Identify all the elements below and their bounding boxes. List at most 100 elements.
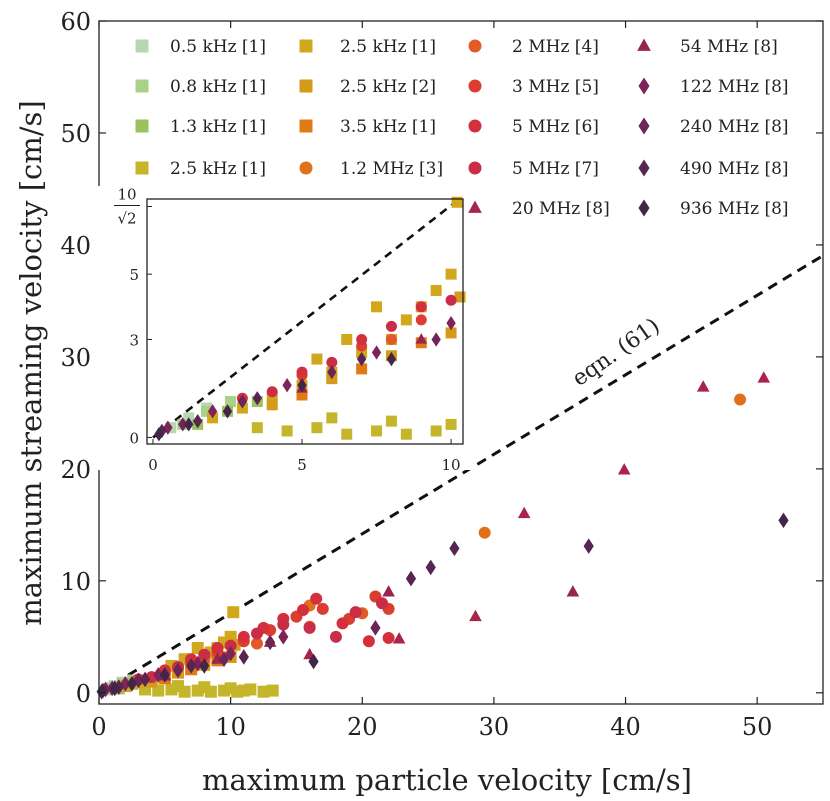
data-point <box>237 684 250 697</box>
legend-entry-label: 3.5 kHz [1] <box>340 117 436 137</box>
data-point <box>517 506 531 519</box>
inset-data-point <box>445 268 457 280</box>
data-point <box>224 682 237 695</box>
data-points <box>96 371 789 700</box>
data-point <box>159 667 170 683</box>
inset-data-point <box>326 412 338 424</box>
legend-entry-label: 490 MHz [8] <box>680 159 789 179</box>
data-point <box>308 653 319 670</box>
x-tick-label: 10 <box>215 713 246 741</box>
inset-data-point <box>296 366 308 378</box>
inset-data-point <box>430 425 442 437</box>
inset-data-point <box>454 291 466 303</box>
data-point <box>382 631 395 644</box>
legend-marker <box>299 119 313 133</box>
data-point <box>126 676 138 692</box>
legend: 0.5 kHz [1] 0.8 kHz [1] 1.3 kHz [1] 2.5 kHz… <box>135 37 789 219</box>
inset-data-point <box>266 392 278 404</box>
theory-line-group <box>98 254 824 695</box>
x-tick-label: 30 <box>479 713 510 741</box>
inset-data-point <box>266 399 278 411</box>
data-point <box>186 658 197 674</box>
inset-x-tick-label: 10 <box>442 456 461 474</box>
x-tick-label: 20 <box>347 713 378 741</box>
y-tick-label: 40 <box>60 232 91 260</box>
inset-data-point <box>446 315 456 331</box>
data-point <box>218 651 230 668</box>
legend-marker <box>638 117 650 135</box>
inset-theory-line-group <box>152 197 461 439</box>
inset-data-point <box>341 428 353 440</box>
inset-data-point <box>415 314 427 326</box>
legend-entry-label: 5 MHz [6] <box>512 117 599 137</box>
y-tick-label: 10 <box>60 568 91 596</box>
legend-entry-label: 1.2 MHz [3] <box>340 159 443 179</box>
legend-marker <box>135 119 149 133</box>
y-tick-label: 50 <box>60 120 91 148</box>
inset-data-point <box>311 422 323 434</box>
inset-data-point <box>311 353 323 365</box>
data-point <box>370 620 381 636</box>
inset-x-tick-label: 0 <box>148 456 158 474</box>
inset-data-point <box>154 427 164 442</box>
inset-data-point <box>201 405 213 417</box>
data-point <box>392 632 406 644</box>
inset-data-point <box>327 364 337 380</box>
data-point <box>469 609 482 622</box>
theory-line <box>98 254 824 695</box>
data-point <box>237 630 250 643</box>
data-point <box>172 662 184 679</box>
inset-data-point <box>341 333 353 345</box>
data-point <box>198 648 211 661</box>
inset-y-tick-label: 3 <box>129 331 139 349</box>
legend-entry-label: 5 MHz [7] <box>512 159 599 179</box>
data-point <box>316 602 329 615</box>
inset-data-point <box>445 418 457 430</box>
inset-data-point <box>386 351 397 367</box>
data-point <box>566 585 580 597</box>
x-tick-label: 50 <box>742 713 773 741</box>
inset-plot: 0 5 10 0 3 5 10 √2 <box>98 186 475 474</box>
legend-marker <box>299 39 313 53</box>
legend-entry-label: 1.3 kHz [1] <box>170 117 266 137</box>
y-tick-label: 30 <box>60 344 91 372</box>
inset-data-point <box>296 389 308 401</box>
legend-entry-label: 122 MHz [8] <box>680 77 789 97</box>
inset-data-point <box>326 356 338 368</box>
inset-data-point <box>224 396 236 408</box>
y-tick-label: 60 <box>60 8 91 36</box>
inset-data-point <box>430 284 442 296</box>
legend-entry-label: 54 MHz [8] <box>680 37 778 57</box>
x-axis-ticks: 0 10 20 30 40 50 <box>91 21 772 741</box>
inset-data-point <box>371 345 382 360</box>
inset-data-point <box>297 378 307 393</box>
inset-data-point <box>207 404 218 419</box>
inset-data-point <box>445 327 457 339</box>
data-point <box>250 637 263 650</box>
inset-theory-line <box>152 197 461 439</box>
inset-data-point <box>282 378 292 393</box>
inset-data-point <box>371 301 383 313</box>
data-point <box>757 371 771 383</box>
data-point <box>96 683 107 700</box>
legend-entry-label: 20 MHz [8] <box>512 199 610 219</box>
inset-data-point <box>184 417 194 432</box>
legend-marker <box>468 79 482 93</box>
data-point <box>362 635 375 648</box>
data-point <box>265 634 276 651</box>
inset-x-tick-label: 5 <box>297 456 307 474</box>
data-point <box>617 463 631 475</box>
legend-entry-label: 3 MHz [5] <box>512 77 599 97</box>
inset-data-point <box>400 428 412 440</box>
inset-data-point <box>356 333 368 345</box>
data-point <box>778 512 789 529</box>
inset-data-point <box>266 386 278 398</box>
inset-data-point <box>371 425 383 437</box>
legend-marker <box>638 77 650 95</box>
data-point <box>297 603 310 616</box>
legend-marker <box>638 159 650 177</box>
data-point <box>734 393 747 406</box>
legend-entry-label: 2.5 kHz [1] <box>340 37 436 57</box>
inset-background <box>98 186 475 470</box>
